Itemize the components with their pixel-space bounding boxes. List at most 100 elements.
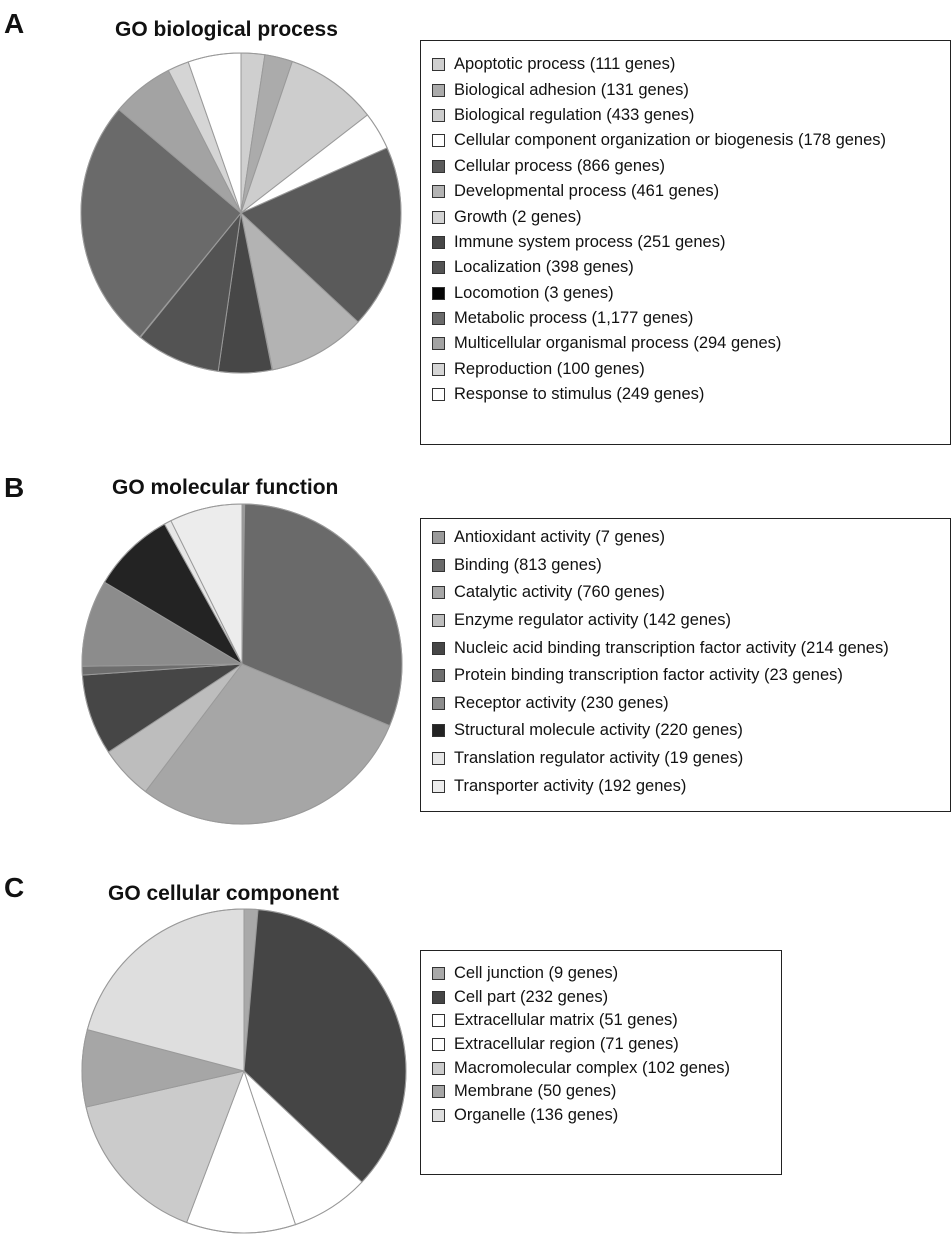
legend-label: Nucleic acid binding transcription facto…	[454, 638, 889, 657]
legend-swatch	[432, 990, 445, 1004]
legend-label: Cell junction (9 genes)	[454, 964, 619, 983]
legend-swatch	[432, 1014, 445, 1028]
legend-item-cell-junction: Cell junction (9 genes)	[432, 962, 781, 986]
legend-label: Cellular process (866 genes)	[454, 156, 665, 175]
legend-swatch	[432, 779, 445, 793]
legend-label: Receptor activity (230 genes)	[454, 693, 669, 712]
legend-label: Biological regulation (433 genes)	[454, 105, 695, 124]
legend-item-metabolic-process: Metabolic process (1,177 genes)	[432, 306, 950, 331]
legend-swatch	[432, 696, 445, 710]
chart-title-b: GO molecular function	[112, 476, 339, 499]
pie-chart-a	[80, 52, 402, 374]
legend-item-developmental-process: Developmental process (461 genes)	[432, 179, 950, 204]
legend-label: Extracellular matrix (51 genes)	[454, 1011, 678, 1030]
legend-item-apoptotic-process: Apoptotic process (111 genes)	[432, 52, 950, 77]
legend-label: Membrane (50 genes)	[454, 1082, 617, 1101]
legend-swatch	[432, 752, 445, 766]
legend-item-response-to-stimulus: Response to stimulus (249 genes)	[432, 382, 950, 407]
legend-label: Extracellular region (71 genes)	[454, 1035, 679, 1054]
legend-b: Antioxidant activity (7 genes) Binding (8…	[420, 518, 951, 812]
legend-swatch	[432, 261, 445, 275]
legend-label: Cell part (232 genes)	[454, 987, 609, 1006]
legend-item-nucleic-acid-binding-transcription-factor-activity: Nucleic acid binding transcription facto…	[432, 634, 950, 662]
legend-swatch	[432, 531, 445, 545]
legend-item-macromolecular-complex: Macromolecular complex (102 genes)	[432, 1056, 781, 1080]
legend-item-binding: Binding (813 genes)	[432, 552, 950, 580]
legend-item-catalytic-activity: Catalytic activity (760 genes)	[432, 579, 950, 607]
legend-label: Binding (813 genes)	[454, 555, 602, 574]
legend-swatch	[432, 337, 445, 351]
legend-label: Growth (2 genes)	[454, 207, 582, 226]
legend-item-organelle: Organelle (136 genes)	[432, 1104, 781, 1128]
legend-label: Reproduction (100 genes)	[454, 359, 645, 378]
legend-swatch	[432, 286, 445, 300]
legend-label: Structural molecule activity (220 genes)	[454, 721, 743, 740]
legend-item-extracellular-matrix: Extracellular matrix (51 genes)	[432, 1009, 781, 1033]
legend-swatch	[432, 967, 445, 981]
legend-swatch	[432, 58, 445, 72]
legend-swatch	[432, 669, 445, 683]
legend-item-translation-regulator-activity: Translation regulator activity (19 genes…	[432, 745, 950, 773]
legend-item-receptor-activity: Receptor activity (230 genes)	[432, 690, 950, 718]
legend-item-protein-binding-transcription-factor-activity: Protein binding transcription factor act…	[432, 662, 950, 690]
legend-swatch	[432, 210, 445, 224]
legend-swatch	[432, 586, 445, 600]
legend-item-locomotion: Locomotion (3 genes)	[432, 281, 950, 306]
legend-swatch	[432, 362, 445, 376]
legend-swatch	[432, 108, 445, 122]
legend-item-transporter-activity: Transporter activity (192 genes)	[432, 772, 950, 800]
legend-label: Developmental process (461 genes)	[454, 182, 720, 201]
panel-letter-a: A	[4, 8, 25, 39]
pie-outline	[80, 52, 402, 374]
legend-label: Cellular component organization or bioge…	[454, 131, 887, 150]
legend-swatch	[432, 558, 445, 572]
legend-swatch	[432, 1061, 445, 1075]
legend-item-immune-system-process: Immune system process (251 genes)	[432, 230, 950, 255]
legend-swatch	[432, 83, 445, 97]
legend-c: Cell junction (9 genes) Cell part (232 ge…	[420, 950, 782, 1175]
legend-swatch	[432, 724, 445, 738]
legend-item-cellular-process: Cellular process (866 genes)	[432, 154, 950, 179]
legend-item-reproduction: Reproduction (100 genes)	[432, 357, 950, 382]
legend-label: Response to stimulus (249 genes)	[454, 385, 705, 404]
legend-item-enzyme-regulator-activity: Enzyme regulator activity (142 genes)	[432, 607, 950, 635]
legend-label: Immune system process (251 genes)	[454, 232, 726, 251]
legend-swatch	[432, 614, 445, 628]
legend-swatch	[432, 235, 445, 249]
legend-label: Protein binding transcription factor act…	[454, 666, 843, 685]
legend-label: Metabolic process (1,177 genes)	[454, 309, 694, 328]
legend-item-extracellular-region: Extracellular region (71 genes)	[432, 1033, 781, 1057]
legend-item-structural-molecule-activity: Structural molecule activity (220 genes)	[432, 717, 950, 745]
legend-label: Transporter activity (192 genes)	[454, 776, 687, 795]
legend-label: Apoptotic process (111 genes)	[454, 55, 676, 74]
pie-outline	[81, 503, 403, 825]
legend-item-cell-part: Cell part (232 genes)	[432, 986, 781, 1010]
legend-label: Translation regulator activity (19 genes…	[454, 749, 744, 768]
legend-swatch	[432, 1108, 445, 1122]
legend-swatch	[432, 388, 445, 402]
legend-item-antioxidant-activity: Antioxidant activity (7 genes)	[432, 524, 950, 552]
legend-label: Locomotion (3 genes)	[454, 283, 614, 302]
legend-item-localization: Localization (398 genes)	[432, 255, 950, 280]
legend-label: Enzyme regulator activity (142 genes)	[454, 611, 731, 630]
legend-label: Organelle (136 genes)	[454, 1105, 619, 1124]
legend-swatch	[432, 185, 445, 199]
legend-label: Catalytic activity (760 genes)	[454, 583, 665, 602]
legend-label: Macromolecular complex (102 genes)	[454, 1058, 731, 1077]
legend-item-multicellular-organismal-process: Multicellular organismal process (294 ge…	[432, 331, 950, 356]
legend-swatch	[432, 641, 445, 655]
pie-chart-c	[81, 908, 407, 1234]
legend-a: Apoptotic process (111 genes) Biological …	[420, 40, 951, 445]
legend-swatch	[432, 1038, 445, 1052]
legend-label: Localization (398 genes)	[454, 258, 634, 277]
panel-letter-b: B	[4, 472, 25, 503]
legend-swatch	[432, 134, 445, 148]
legend-swatch	[432, 159, 445, 173]
legend-swatch	[432, 1085, 445, 1099]
legend-item-growth: Growth (2 genes)	[432, 204, 950, 229]
legend-item-cellular-component-organization-or-biogenesis: Cellular component organization or bioge…	[432, 128, 950, 153]
legend-label: Antioxidant activity (7 genes)	[454, 528, 665, 547]
panel-letter-c: C	[4, 872, 25, 903]
legend-item-membrane: Membrane (50 genes)	[432, 1080, 781, 1104]
chart-title-c: GO cellular component	[108, 882, 340, 905]
